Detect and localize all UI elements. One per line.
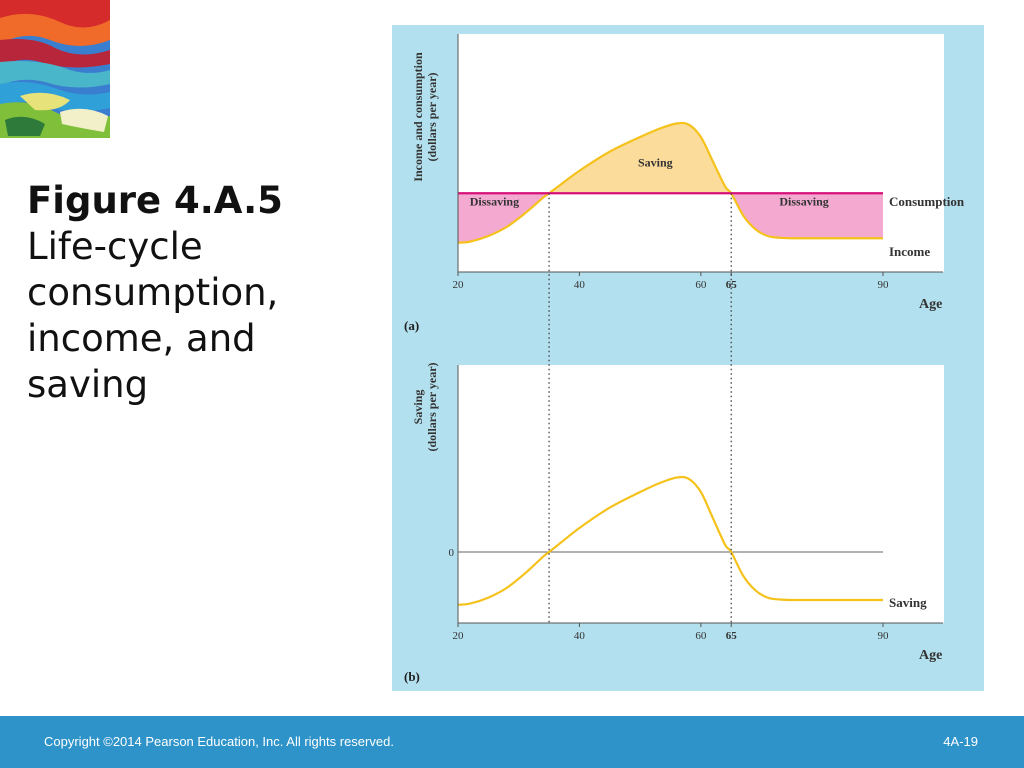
panel-label-a: (a)	[404, 318, 419, 333]
y-tick-label-0: 0	[449, 547, 455, 559]
y-label-line: Income and consumption	[411, 52, 425, 182]
x-a-tick-label-60: 60	[695, 279, 707, 291]
y-label-line: (dollars per year)	[425, 362, 439, 451]
saving-line	[457, 475, 883, 606]
figure-panel: 20 40 60 65 90 Saving Dissaving Dissaving Cons…	[392, 25, 984, 691]
series-label-saving: Saving	[889, 595, 927, 610]
y-label-line: (dollars per year)	[425, 72, 439, 161]
annotation-dissaving-2: Dissaving	[779, 195, 828, 209]
dissaving-area-left	[458, 193, 550, 243]
abstract-painting-image	[0, 0, 110, 138]
x-b-tick-label-60: 60	[695, 630, 707, 642]
page-number: 4A-19	[943, 734, 978, 749]
x-a-tick-label-40: 40	[574, 279, 586, 291]
chart-a: 20 40 60 65 90 Saving Dissaving Dissaving Cons…	[404, 34, 965, 333]
figure-caption: Life-cycle consumption, income, and savi…	[27, 225, 279, 406]
x-a-tick-label-20: 20	[453, 279, 465, 291]
annotation-dissaving-1: Dissaving	[470, 195, 519, 209]
y-axis-label-a: Income and consumption(dollars per year)	[411, 52, 439, 182]
slide-title-block: Figure 4.A.5 Life-cycle consumption, inc…	[27, 178, 357, 408]
x-b-tick-label-20: 20	[453, 630, 465, 642]
x-b-tick-label-65: 65	[726, 630, 738, 642]
y-axis-label-b: Saving(dollars per year)	[411, 362, 439, 451]
series-label-consumption: Consumption	[889, 194, 965, 209]
x-a-tick-label-90: 90	[878, 279, 890, 291]
x-axis-label-b: Age	[919, 648, 942, 663]
x-b-tick-label-40: 40	[574, 630, 586, 642]
saving-area	[549, 122, 732, 194]
dissaving-area-right	[731, 193, 883, 239]
copyright-text: Copyright ©2014 Pearson Education, Inc. …	[44, 734, 394, 749]
y-label-line: Saving	[411, 390, 425, 425]
figure-number: Figure 4.A.5	[27, 179, 283, 222]
life-cycle-charts: 20 40 60 65 90 Saving Dissaving Dissaving Cons…	[404, 34, 965, 684]
x-a-tick-label-65: 65	[726, 279, 738, 291]
x-b-tick-label-90: 90	[878, 630, 890, 642]
annotation-saving-0: Saving	[638, 155, 673, 169]
panel-label-b: (b)	[404, 669, 420, 684]
chart-b: 0 20 40 60 65 90 Saving Age (b) Saving(dolla…	[404, 362, 944, 684]
series-label-income: Income	[889, 244, 930, 259]
footer-bar: Copyright ©2014 Pearson Education, Inc. …	[0, 716, 1024, 768]
x-axis-label-a: Age	[919, 297, 942, 312]
income-line	[457, 121, 883, 244]
